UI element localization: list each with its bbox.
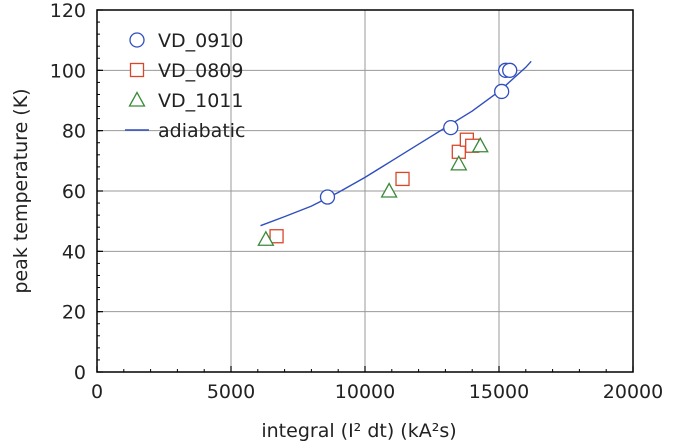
y-tick-label: 120 xyxy=(50,0,86,22)
y-tick-labels: 0 20 40 60 80 100 120 xyxy=(50,0,86,384)
x-tick-label: 0 xyxy=(91,381,103,403)
y-axis-title: peak temperature (K) xyxy=(10,88,32,293)
legend-swatch xyxy=(129,32,145,48)
data-point xyxy=(395,171,410,187)
plot-frame xyxy=(96,9,634,373)
data-point xyxy=(257,230,275,246)
series-VD_1011 xyxy=(257,136,489,246)
legend-label: VD_1011 xyxy=(158,90,243,112)
y-tick-label: 80 xyxy=(62,121,86,143)
legend-swatch xyxy=(128,91,146,107)
y-tick-label: 100 xyxy=(50,60,86,82)
y-tick-label: 60 xyxy=(62,181,86,203)
legend-label: VD_0910 xyxy=(158,30,243,52)
data-point xyxy=(269,229,284,244)
data-point xyxy=(380,182,398,198)
series-VD_0910 xyxy=(319,62,518,205)
data-point xyxy=(443,120,459,136)
legend-swatch xyxy=(129,62,145,78)
series-VD_0809 xyxy=(269,132,480,244)
data-point xyxy=(502,62,518,78)
y-tick-label: 0 xyxy=(74,362,86,384)
legend-item: adiabatic xyxy=(125,120,246,142)
legend-label: adiabatic xyxy=(158,120,246,142)
x-axis-title: integral (I² dt) (kA²s) xyxy=(261,420,456,442)
series-layer xyxy=(257,60,532,246)
x-tick-label: 10000 xyxy=(335,381,395,403)
data-point xyxy=(494,83,510,100)
data-point xyxy=(319,189,336,205)
x-tick-label: 15000 xyxy=(469,381,529,403)
data-point xyxy=(450,155,468,171)
x-tick-labels: 0 5000 10000 15000 20000 xyxy=(91,381,663,403)
legend-item: VD_0809 xyxy=(129,60,243,82)
data-point xyxy=(471,136,489,153)
legend: VD_0910 VD_0809 VD_1011 adiabatic xyxy=(125,30,246,142)
legend-item: VD_1011 xyxy=(128,90,243,112)
x-tick-label: 5000 xyxy=(207,381,255,403)
legend-label: VD_0809 xyxy=(158,60,243,82)
x-tick-label: 20000 xyxy=(603,381,663,403)
y-tick-label: 20 xyxy=(62,302,86,324)
legend-item: VD_0910 xyxy=(129,30,243,52)
y-tick-label: 40 xyxy=(62,241,86,263)
